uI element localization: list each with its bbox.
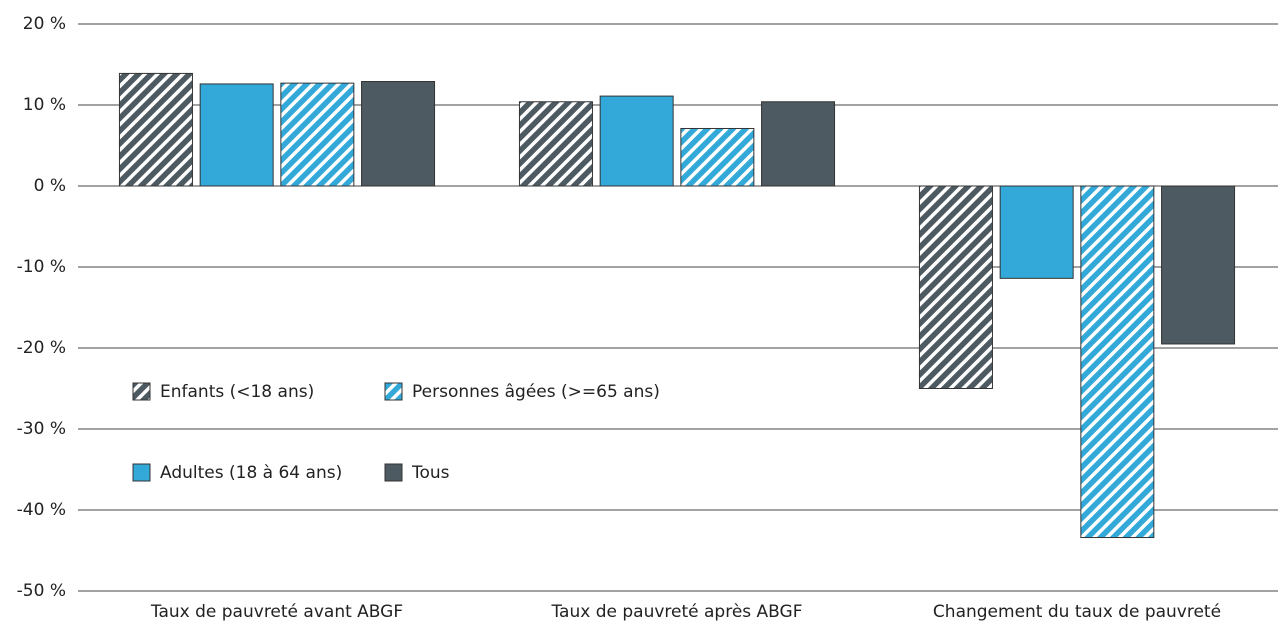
y-tick-label: -30 % <box>17 419 66 439</box>
bar <box>280 82 355 187</box>
y-tick-label: -10 % <box>17 257 66 277</box>
bar <box>1080 185 1155 539</box>
bar <box>999 185 1074 279</box>
bar <box>599 95 674 187</box>
bar <box>518 101 593 187</box>
x-tick-label: Changement du taux de pauvreté <box>933 602 1221 622</box>
x-tick-label: Taux de pauvreté après ABGF <box>550 602 802 622</box>
y-tick-label: -50 % <box>17 581 66 601</box>
y-tick-label: -20 % <box>17 338 66 358</box>
y-tick-label: -40 % <box>17 500 66 520</box>
y-tick-label: 10 % <box>23 95 66 115</box>
y-tick-label: 20 % <box>23 14 66 34</box>
bar <box>918 185 993 389</box>
legend-label: Enfants (<18 ans) <box>160 382 314 402</box>
legend-swatch <box>132 463 151 482</box>
x-tick-label: Taux de pauvreté avant ABGF <box>150 602 403 622</box>
legend-label: Tous <box>411 463 450 483</box>
legend-swatch <box>384 463 403 482</box>
bar <box>361 81 436 187</box>
bar <box>761 101 836 187</box>
legend-swatch <box>384 382 403 401</box>
bar <box>680 127 755 187</box>
legend-swatch <box>132 382 151 401</box>
legend-label: Personnes âgées (>=65 ans) <box>412 382 660 402</box>
legend-label: Adultes (18 à 64 ans) <box>160 463 342 483</box>
y-tick-label: 0 % <box>34 176 66 196</box>
bar <box>1161 185 1236 345</box>
bar <box>199 83 274 187</box>
bar <box>118 72 193 187</box>
